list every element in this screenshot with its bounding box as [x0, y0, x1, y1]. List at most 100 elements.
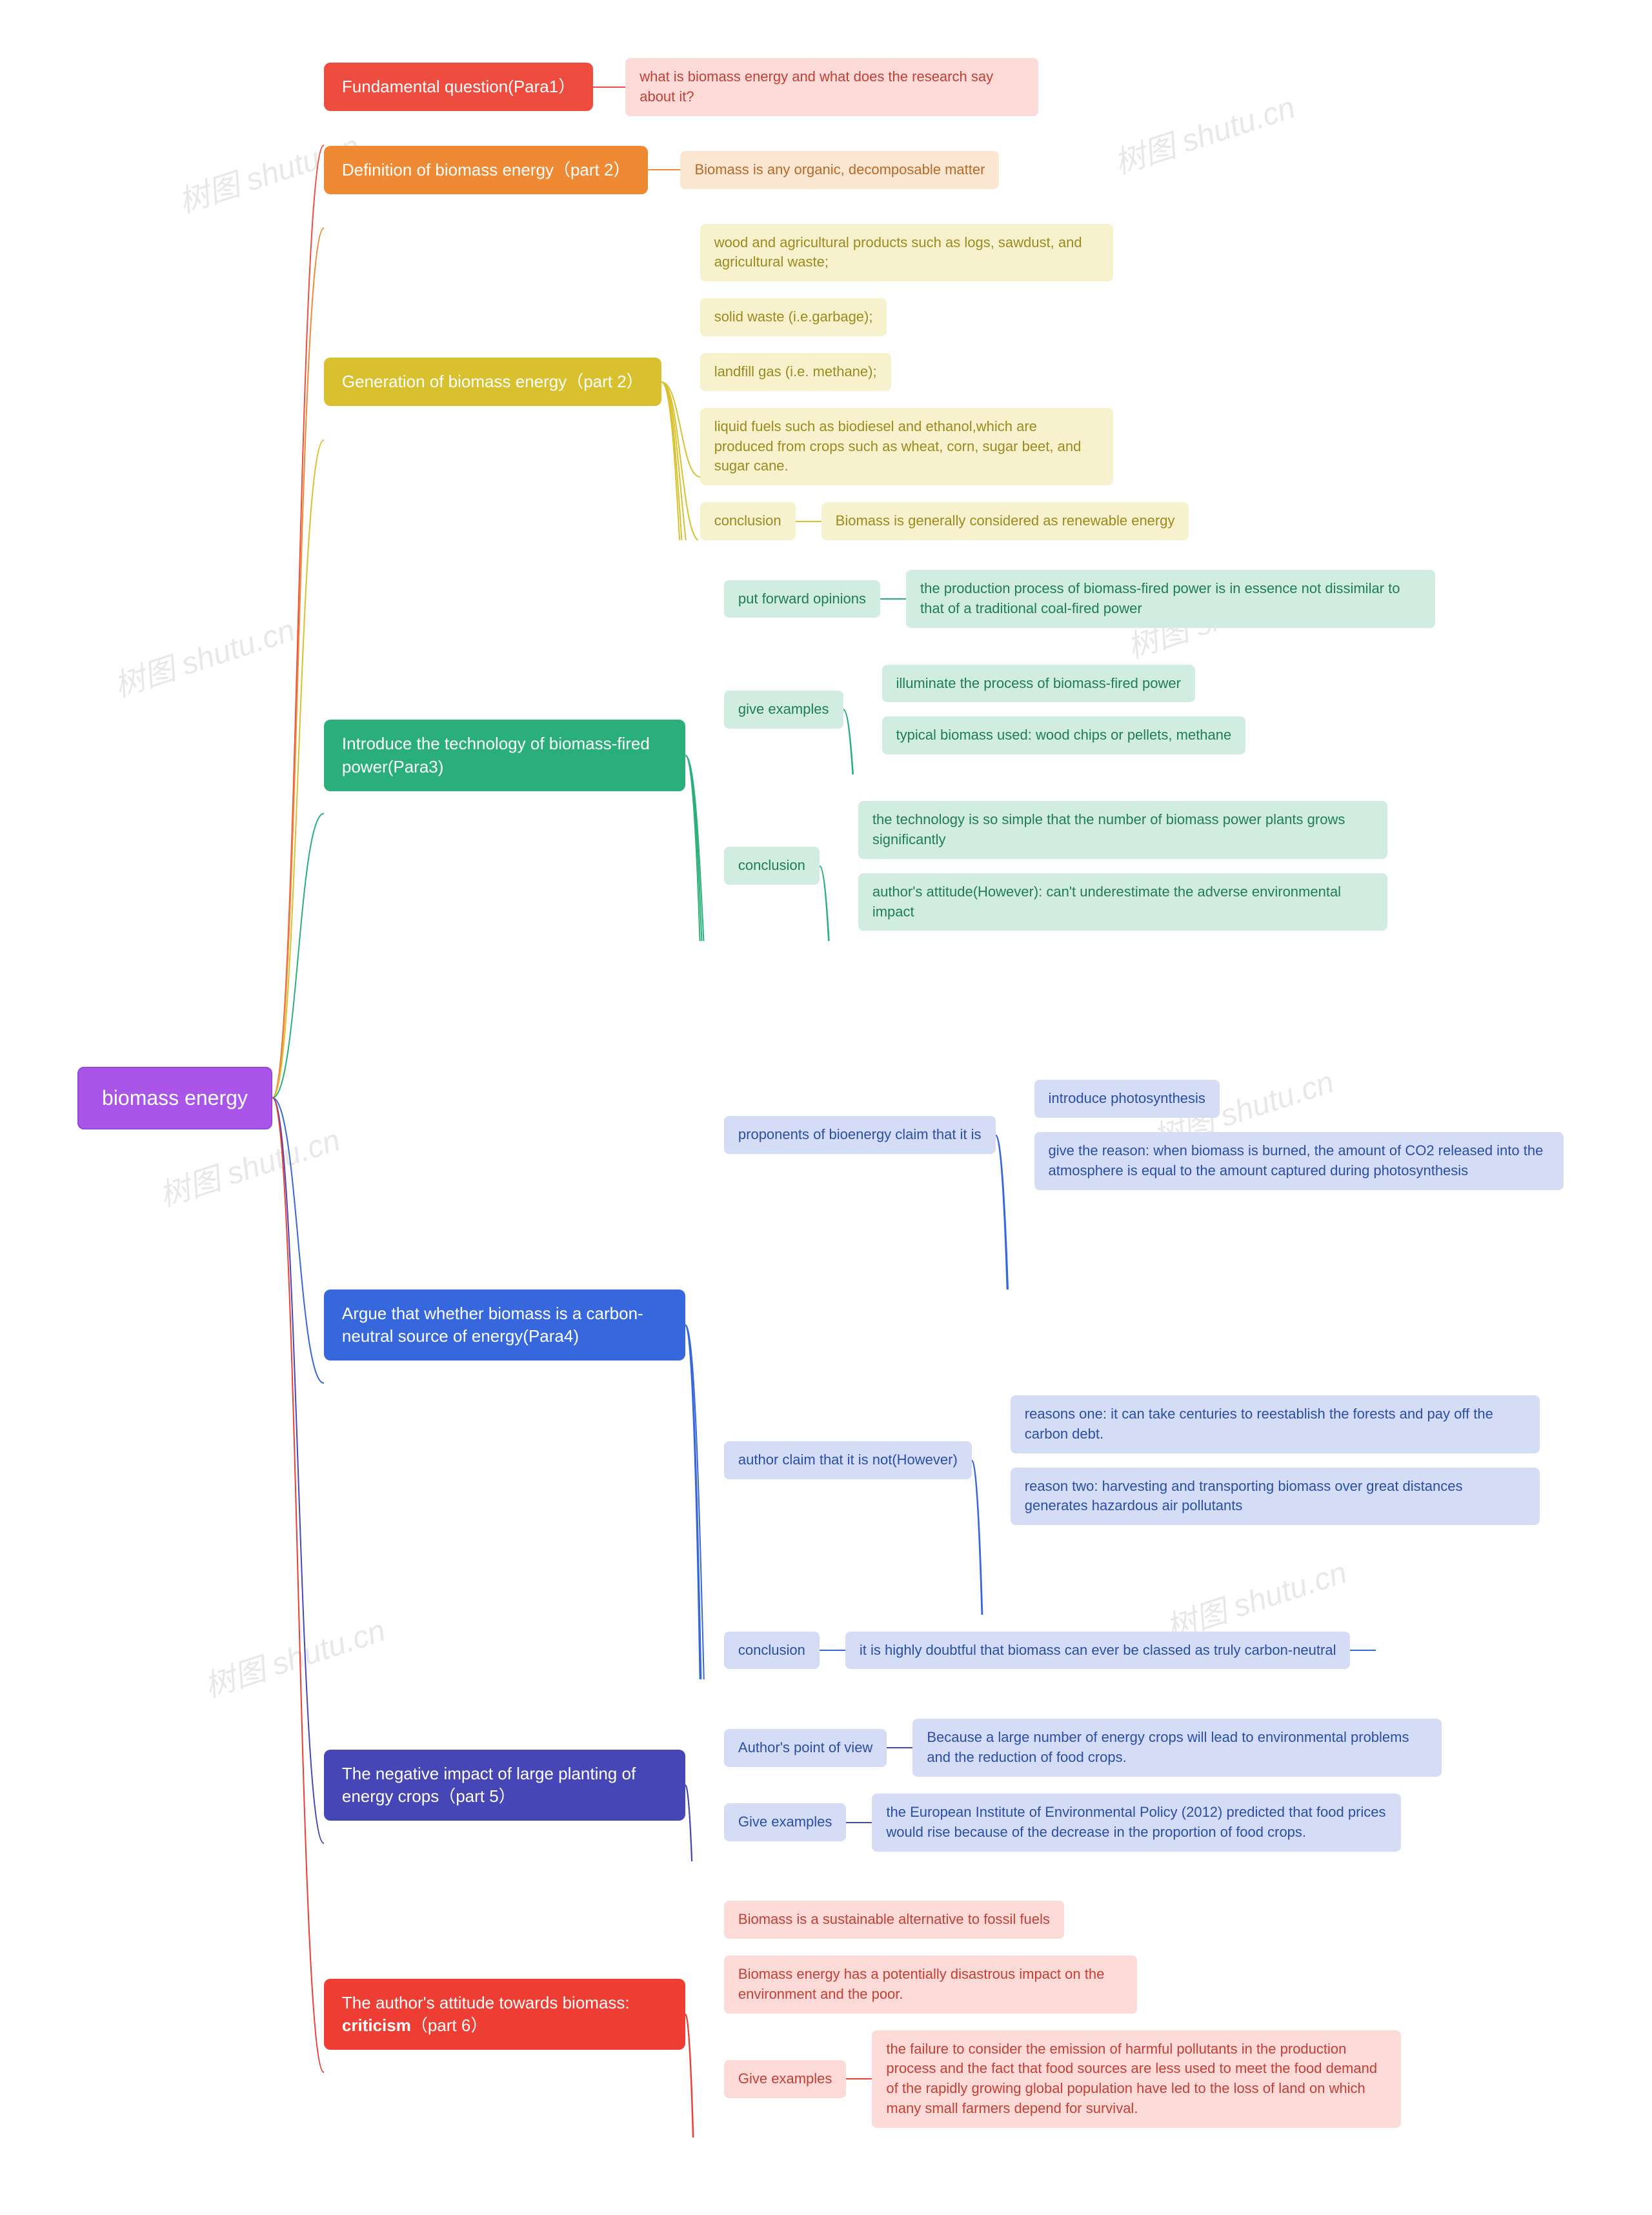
level2-node[interactable]: what is biomass energy and what does the… [625, 58, 1038, 116]
child-row: Because a large number of energy crops w… [912, 1719, 1442, 1777]
level1-node[interactable]: Fundamental question(Para1） [324, 63, 593, 111]
branch-b5: Argue that whether biomass is a carbon-n… [324, 971, 1564, 1679]
child-row: it is highly doubtful that biomass can e… [845, 1632, 1351, 1670]
child-row: reasons one: it can take centuries to re… [1011, 1395, 1540, 1453]
child-row: put forward opinions the production proce… [724, 570, 1435, 628]
level2-node[interactable]: solid waste (i.e.garbage); [700, 298, 887, 336]
sub-fork [972, 1306, 1011, 1615]
connector [846, 1822, 872, 1823]
level2-node[interactable]: Biomass is a sustainable alternative to … [724, 1901, 1064, 1939]
child-row: introduce photosynthesis [1034, 1080, 1564, 1118]
root-node[interactable]: biomass energy [77, 1067, 272, 1129]
connector [880, 598, 906, 600]
level3-column: it is highly doubtful that biomass can e… [845, 1632, 1351, 1670]
level2-node[interactable]: liquid fuels such as biodiesel and ethan… [700, 408, 1113, 485]
level2-node[interactable]: give examples [724, 691, 843, 729]
level3-node[interactable]: the production process of biomass-fired … [906, 570, 1435, 628]
branch-b2: Definition of biomass energy（part 2） Biom… [324, 146, 1564, 194]
level2-node[interactable]: put forward opinions [724, 580, 880, 618]
level2-node[interactable]: Give examples [724, 2060, 847, 2098]
child-row: conclusion it is highly doubtful that bio… [724, 1632, 1564, 1670]
level2-node[interactable]: author claim that it is not(However) [724, 1441, 972, 1479]
child-row: the failure to consider the emission of … [872, 2030, 1401, 2128]
branch-fork [685, 1709, 724, 1861]
level3-node[interactable]: the technology is so simple that the num… [858, 801, 1387, 859]
branch-fork [685, 570, 724, 941]
level3-node[interactable]: illuminate the process of biomass-fired … [882, 665, 1195, 703]
level3-node[interactable]: Biomass is generally considered as renew… [821, 502, 1189, 540]
child-row: give examples illuminate the process of b… [724, 645, 1435, 774]
level3-node[interactable]: reasons one: it can take centuries to re… [1011, 1395, 1540, 1453]
child-row: Biomass is a sustainable alternative to … [724, 1901, 1402, 1939]
level2-column: Biomass is a sustainable alternative to … [724, 1901, 1402, 2128]
level3-node[interactable]: the European Institute of Environmental … [872, 1794, 1401, 1852]
branch-fork [685, 1891, 724, 2138]
level3-column: illuminate the process of biomass-fired … [882, 665, 1246, 755]
child-row: give the reason: when biomass is burned,… [1034, 1132, 1564, 1190]
level1-node[interactable]: Argue that whether biomass is a carbon-n… [324, 1290, 685, 1360]
child-row: the production process of biomass-fired … [906, 570, 1435, 628]
level2-node[interactable]: landfill gas (i.e. methane); [700, 353, 891, 391]
level2-node[interactable]: conclusion [724, 847, 820, 885]
level1-node[interactable]: Definition of biomass energy（part 2） [324, 146, 649, 194]
child-row: solid waste (i.e.garbage); [700, 298, 1189, 336]
child-row: liquid fuels such as biodiesel and ethan… [700, 408, 1189, 485]
level2-node[interactable]: Author's point of view [724, 1729, 887, 1767]
sub-fork [820, 791, 858, 941]
level3-column: introduce photosynthesis give the reason:… [1034, 1080, 1564, 1189]
branches: Fundamental question(Para1） what is bioma… [324, 58, 1564, 2138]
branch-fork [685, 971, 724, 1679]
sub-fork [843, 645, 882, 774]
branch-b3: Generation of biomass energy（part 2） wood… [324, 224, 1564, 540]
child-row: conclusion the technology is so simple th… [724, 791, 1435, 941]
child-row: landfill gas (i.e. methane); [700, 353, 1189, 391]
level3-node[interactable]: it is highly doubtful that biomass can e… [845, 1632, 1351, 1670]
level2-node[interactable]: conclusion [724, 1632, 820, 1670]
child-row: the technology is so simple that the num… [858, 801, 1387, 859]
level2-column: what is biomass energy and what does the… [625, 58, 1038, 116]
level3-node[interactable]: Because a large number of energy crops w… [912, 1719, 1442, 1777]
level1-node[interactable]: The author's attitude towards biomass: c… [324, 1979, 685, 2050]
level3-column: reasons one: it can take centuries to re… [1011, 1395, 1540, 1525]
child-row: conclusion Biomass is generally considere… [700, 502, 1189, 540]
level2-node[interactable]: Give examples [724, 1803, 847, 1841]
level1-node[interactable]: The negative impact of large planting of… [324, 1750, 685, 1821]
child-row: Biomass energy has a potentially disastr… [724, 1956, 1402, 2014]
child-row: author claim that it is not(However) reas… [724, 1306, 1564, 1615]
child-row: what is biomass energy and what does the… [625, 58, 1038, 116]
level3-node[interactable]: the failure to consider the emission of … [872, 2030, 1401, 2128]
branch-b6: The negative impact of large planting of… [324, 1709, 1564, 1861]
child-row: wood and agricultural products such as l… [700, 224, 1189, 282]
child-row: illuminate the process of biomass-fired … [882, 665, 1246, 703]
level2-column: wood and agricultural products such as l… [700, 224, 1189, 540]
level3-column: Biomass is generally considered as renew… [821, 502, 1189, 540]
level3-column: Because a large number of energy crops w… [912, 1719, 1442, 1777]
label-part: （part 6） [411, 2016, 488, 2035]
child-row: Biomass is any organic, decomposable mat… [680, 151, 999, 189]
child-row: Give examples the European Institute of E… [724, 1794, 1442, 1852]
level2-node[interactable]: Biomass is any organic, decomposable mat… [680, 151, 999, 189]
child-row: Give examples the failure to consider the… [724, 2030, 1402, 2128]
connector [1350, 1650, 1376, 1651]
level2-column: Author's point of view Because a large nu… [724, 1719, 1442, 1851]
child-row: Author's point of view Because a large nu… [724, 1719, 1442, 1777]
level2-node[interactable]: Biomass energy has a potentially disastr… [724, 1956, 1137, 2014]
level1-node[interactable]: Introduce the technology of biomass-fire… [324, 720, 685, 791]
child-row: the European Institute of Environmental … [872, 1794, 1401, 1852]
level3-node[interactable]: give the reason: when biomass is burned,… [1034, 1132, 1564, 1190]
level2-node[interactable]: wood and agricultural products such as l… [700, 224, 1113, 282]
level3-column: the European Institute of Environmental … [872, 1794, 1401, 1852]
level2-node[interactable]: conclusion [700, 502, 796, 540]
level1-node[interactable]: Generation of biomass energy（part 2） [324, 358, 661, 406]
level3-node[interactable]: reason two: harvesting and transporting … [1011, 1468, 1540, 1526]
branch-b4: Introduce the technology of biomass-fire… [324, 570, 1564, 941]
level2-column: Biomass is any organic, decomposable mat… [680, 151, 999, 189]
level3-node[interactable]: introduce photosynthesis [1034, 1080, 1220, 1118]
level3-node[interactable]: author's attitude(However): can't undere… [858, 873, 1387, 931]
level3-column: the production process of biomass-fired … [906, 570, 1435, 628]
connector [648, 169, 680, 170]
mindmap-container: biomass energy Fundamental question(Para… [0, 0, 1652, 2215]
level3-node[interactable]: typical biomass used: wood chips or pell… [882, 716, 1246, 754]
level2-node[interactable]: proponents of bioenergy claim that it is [724, 1116, 996, 1154]
child-row: author's attitude(However): can't undere… [858, 873, 1387, 931]
